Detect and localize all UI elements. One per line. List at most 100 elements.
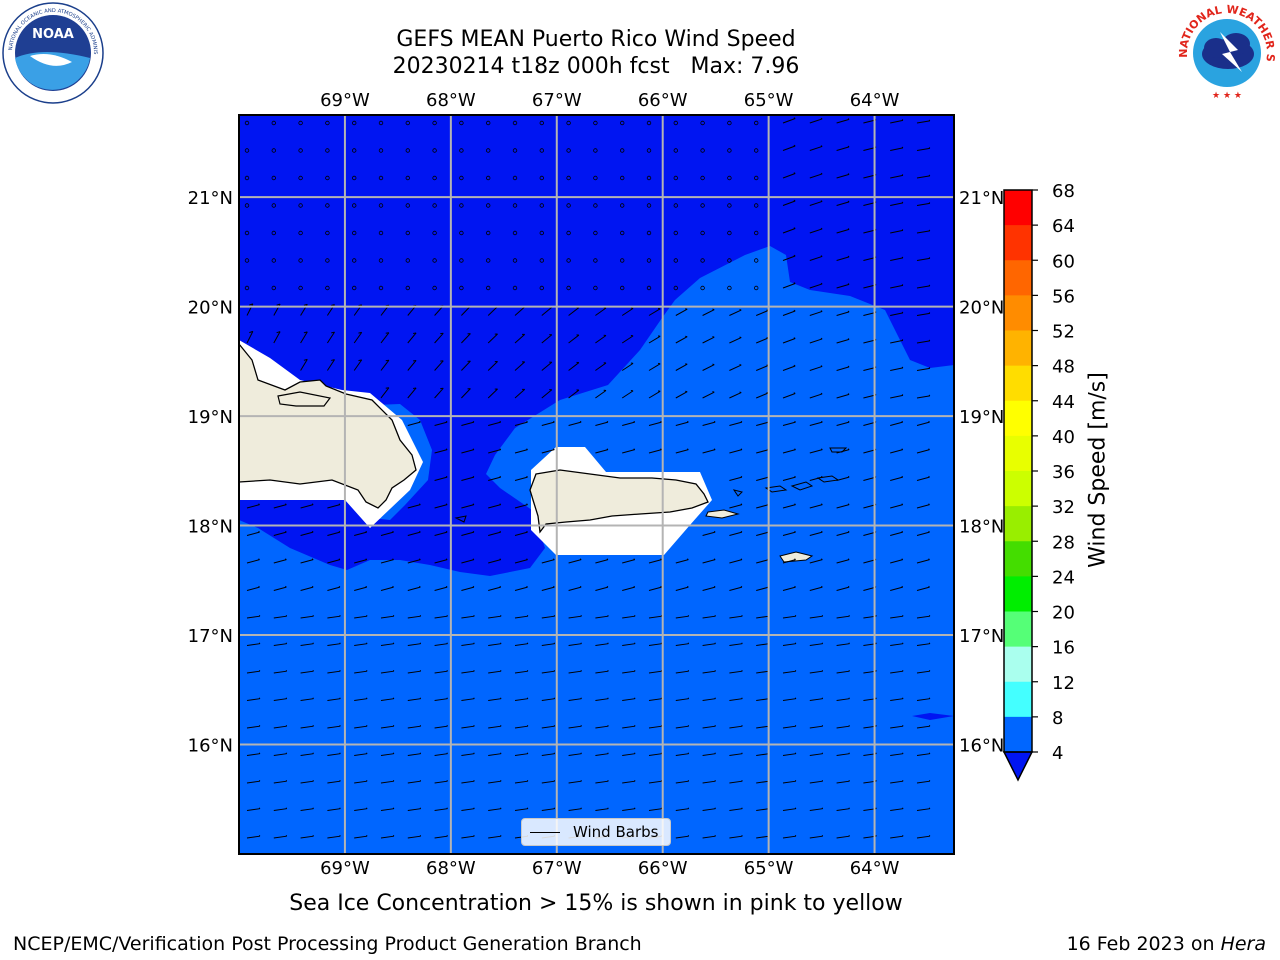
wind-barb <box>782 614 797 619</box>
wind-barb <box>836 283 850 289</box>
wind-barb <box>246 834 261 839</box>
calm-wind-marker <box>673 175 678 181</box>
calm-wind-marker <box>593 148 598 153</box>
calm-wind-marker <box>566 148 571 153</box>
colorbar-tick-label: 48 <box>1052 357 1075 378</box>
calm-wind-marker <box>432 203 437 208</box>
calm-wind-marker <box>700 175 705 181</box>
lat-label-right: 19°N <box>959 407 1004 428</box>
wind-barb <box>300 807 314 811</box>
wind-barb <box>702 420 716 426</box>
wind-barb <box>434 585 448 591</box>
wind-barb <box>514 779 529 784</box>
wind-barb <box>246 330 254 344</box>
wind-barb <box>890 119 904 124</box>
calm-wind-marker <box>352 175 357 181</box>
calm-wind-marker <box>539 258 544 263</box>
wind-barb <box>782 558 796 564</box>
calm-wind-marker <box>298 230 303 236</box>
wind-barb <box>916 147 931 151</box>
colorbar-tick-label: 44 <box>1052 392 1075 413</box>
calm-wind-marker <box>432 148 437 153</box>
calm-wind-marker <box>593 120 598 126</box>
wind-barb <box>461 475 475 481</box>
wind-barb <box>541 361 553 371</box>
wind-barb <box>782 503 796 509</box>
wind-barb <box>809 200 823 206</box>
calm-wind-marker <box>459 258 464 263</box>
wind-barb <box>461 834 475 839</box>
wind-barb <box>836 145 850 151</box>
wind-barb <box>514 669 529 674</box>
lon-label-bottom: 67°W <box>532 858 582 879</box>
footer-credit: NCEP/EMC/Verification Post Processing Pr… <box>13 933 642 955</box>
wind-barb <box>407 558 421 564</box>
wind-barb <box>675 669 690 674</box>
calm-wind-marker <box>620 120 625 126</box>
wind-barb <box>890 530 904 536</box>
calm-wind-marker <box>539 285 544 291</box>
wind-barb <box>729 391 742 399</box>
wind-barb <box>836 255 850 261</box>
wind-barb <box>380 779 395 784</box>
wind-barb <box>702 807 716 811</box>
calm-wind-marker <box>512 175 518 181</box>
calm-wind-marker <box>405 148 410 153</box>
calm-wind-marker <box>459 148 464 153</box>
map-legend: Wind Barbs <box>521 818 671 846</box>
wind-barb <box>622 697 636 701</box>
wind-barb <box>300 530 314 536</box>
wind-barb <box>380 558 394 564</box>
calm-wind-marker <box>700 203 705 208</box>
wind-barb <box>622 585 636 591</box>
wind-barb <box>246 697 261 701</box>
wind-barb <box>514 361 526 371</box>
wind-barb <box>729 503 743 509</box>
colorbar-tick-label: 4 <box>1052 743 1063 764</box>
wind-barb <box>568 389 580 399</box>
wind-barb <box>461 807 475 811</box>
wind-barb <box>782 752 797 756</box>
wind-barb <box>836 365 850 371</box>
wind-barb <box>890 146 904 151</box>
colorbar-band <box>1004 541 1032 577</box>
calm-wind-marker <box>405 258 410 263</box>
wind-barb <box>890 669 904 674</box>
wind-barb <box>836 752 850 756</box>
calm-wind-marker <box>673 258 678 263</box>
calm-wind-marker <box>378 120 384 126</box>
wind-barb <box>809 117 823 124</box>
sea-ice-note: Sea Ice Concentration > 15% is shown in … <box>289 891 903 916</box>
wind-barb <box>300 779 314 784</box>
wind-barb <box>782 807 797 811</box>
wind-barb <box>354 530 368 536</box>
wind-barb <box>916 614 931 619</box>
calm-wind-marker <box>271 175 276 181</box>
wind-barb <box>354 558 368 564</box>
wind-barb <box>354 779 368 784</box>
calm-wind-marker <box>486 285 491 291</box>
wind-barb <box>461 697 475 701</box>
lon-label-top: 68°W <box>426 90 476 111</box>
wind-barb <box>836 614 850 619</box>
colorbar-tick-label: 40 <box>1052 427 1075 448</box>
lat-label-right: 20°N <box>959 298 1004 319</box>
wind-barb <box>729 448 743 454</box>
wind-barb <box>595 558 609 564</box>
wind-barb <box>809 752 824 756</box>
calm-wind-marker <box>352 203 357 208</box>
wind-barb <box>327 614 341 619</box>
calm-wind-marker <box>512 230 518 236</box>
wind-barb <box>541 642 556 646</box>
wind-barb <box>380 359 390 371</box>
wind-barb <box>890 420 904 426</box>
calm-wind-marker <box>754 203 759 208</box>
wind-barb <box>327 585 341 591</box>
colorbar-band <box>1004 295 1032 331</box>
calm-wind-marker <box>566 120 571 126</box>
wind-barb <box>434 614 448 619</box>
wind-barb <box>246 530 260 536</box>
wind-barb <box>648 585 662 591</box>
calm-wind-marker <box>325 258 330 263</box>
